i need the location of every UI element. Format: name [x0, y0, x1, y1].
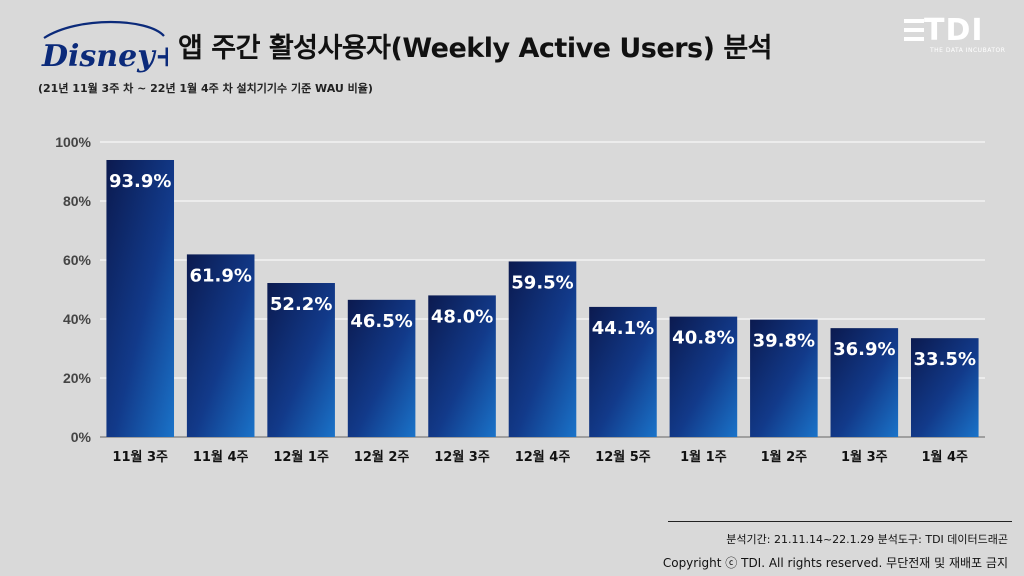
- bar: [830, 328, 899, 437]
- y-tick-label: 60%: [63, 252, 92, 268]
- bar: [186, 254, 255, 437]
- disney-plus-logo-icon: Disney+: [41, 20, 180, 74]
- data-label: 36.9%: [833, 339, 895, 360]
- x-tick-label: 11월 4주: [193, 449, 249, 465]
- page-title: 앱 주간 활성사용자(Weekly Active Users) 분석: [178, 33, 773, 64]
- bar: [347, 299, 416, 437]
- data-label: 61.9%: [189, 265, 251, 286]
- disney-plus-logo: Disney+: [38, 14, 180, 76]
- x-tick-label: 12월 2주: [354, 449, 410, 465]
- tdi-logo-text: TDI: [924, 13, 984, 48]
- bar: [750, 319, 818, 437]
- bar: [267, 283, 335, 437]
- y-tick-label: 0%: [71, 429, 92, 445]
- x-tick-label: 12월 3주: [434, 449, 490, 465]
- tdi-logo-bars-icon: [904, 18, 924, 41]
- bar-chart: 0% 20% 40% 60% 80% 100% 93.9% 11월 3주 61.9% 11월 4주…: [55, 134, 985, 465]
- data-label: 33.5%: [914, 349, 976, 370]
- x-tick-label: 1월 3주: [841, 449, 888, 465]
- data-label: 48.0%: [431, 306, 493, 327]
- tdi-logo: TDI THE DATA INCUBATOR: [904, 16, 1006, 60]
- x-tick-label: 12월 5주: [595, 449, 651, 465]
- data-label: 39.8%: [753, 331, 815, 352]
- bar: [508, 261, 577, 437]
- y-tick-label: 100%: [55, 134, 91, 150]
- x-tick-label: 12월 1주: [273, 449, 329, 465]
- data-label: 40.8%: [672, 328, 734, 349]
- tdi-logo-mark: TDI: [904, 16, 996, 46]
- tdi-tagline: THE DATA INCUBATOR: [930, 47, 1006, 54]
- bar: [106, 159, 175, 437]
- bar: [589, 306, 657, 437]
- footer-divider: [668, 521, 1012, 522]
- y-tick-label: 80%: [63, 193, 92, 209]
- x-tick-label: 11월 3주: [112, 449, 168, 465]
- data-label: 93.9%: [109, 171, 171, 192]
- data-label: 46.5%: [350, 311, 412, 332]
- data-label: 52.2%: [270, 294, 332, 315]
- disney-wordmark: Disney+: [41, 39, 168, 74]
- analysis-info: 분석기간: 21.11.14~22.1.29 분석도구: TDI 데이터드래곤: [726, 533, 1008, 546]
- data-label: 59.5%: [511, 272, 573, 293]
- x-tick-label: 1월 1주: [680, 449, 727, 465]
- bar: [428, 295, 496, 437]
- data-label: 44.1%: [592, 318, 654, 339]
- x-tick-label: 12월 4주: [515, 449, 571, 465]
- y-tick-label: 20%: [63, 370, 92, 386]
- y-tick-label: 40%: [63, 311, 92, 327]
- x-tick-label: 1월 2주: [761, 449, 808, 465]
- page-subtitle: (21년 11월 3주 차 ~ 22년 1월 4주 차 설치기기수 기준 WAU…: [38, 82, 373, 95]
- copyright-notice: Copyright ⓒ TDI. All rights reserved. 무단…: [662, 556, 1008, 570]
- bar: [910, 338, 979, 437]
- bar: [669, 316, 738, 437]
- x-tick-label: 1월 4주: [921, 449, 968, 465]
